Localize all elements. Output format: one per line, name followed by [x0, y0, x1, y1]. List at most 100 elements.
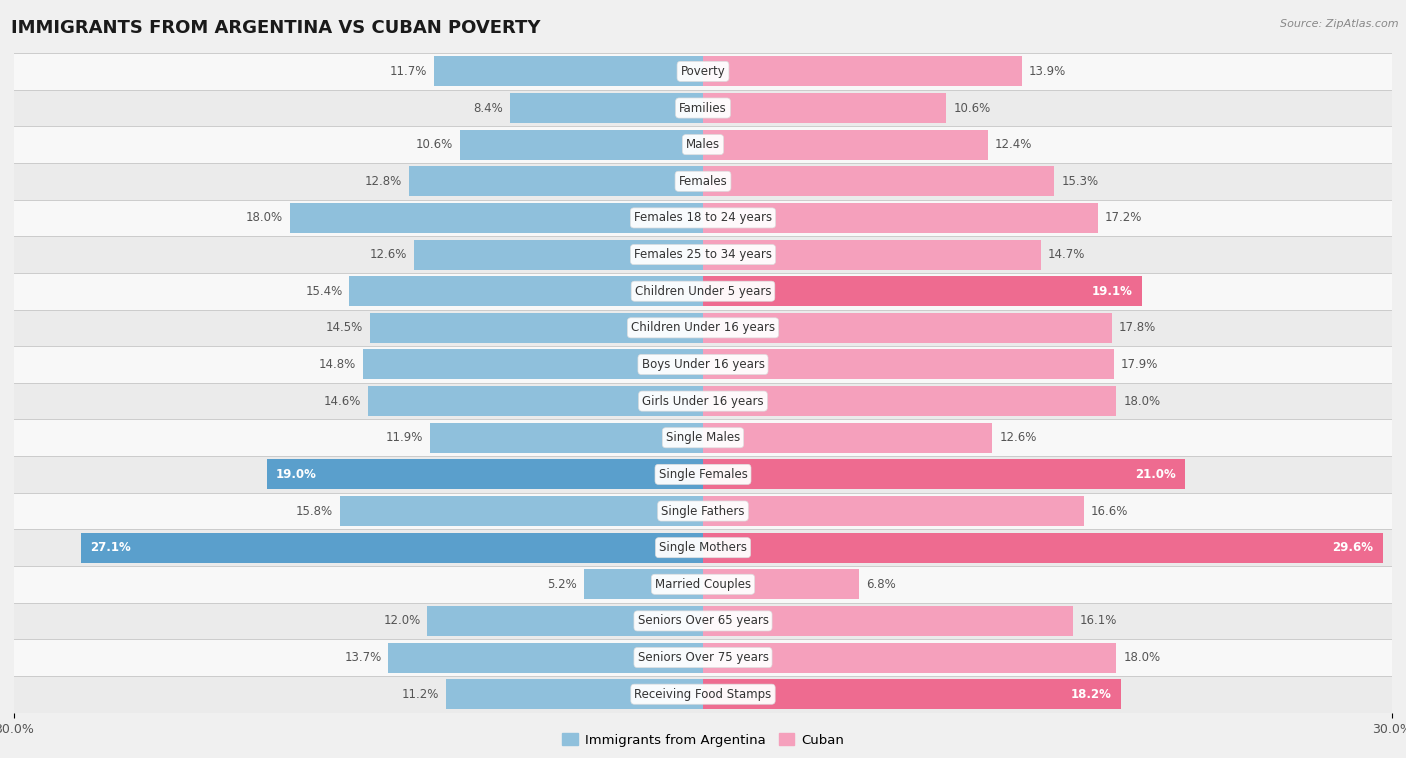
Text: 12.6%: 12.6% — [1000, 431, 1036, 444]
Text: 10.6%: 10.6% — [415, 138, 453, 151]
Text: IMMIGRANTS FROM ARGENTINA VS CUBAN POVERTY: IMMIGRANTS FROM ARGENTINA VS CUBAN POVER… — [11, 19, 541, 37]
Bar — [703, 643, 1116, 672]
Legend: Immigrants from Argentina, Cuban: Immigrants from Argentina, Cuban — [557, 728, 849, 752]
Text: 29.6%: 29.6% — [1333, 541, 1374, 554]
Bar — [14, 236, 1392, 273]
Text: 21.0%: 21.0% — [1135, 468, 1175, 481]
Bar — [703, 679, 1121, 709]
Text: Single Mothers: Single Mothers — [659, 541, 747, 554]
Bar — [703, 166, 1054, 196]
Bar — [703, 533, 1382, 562]
Bar — [14, 346, 1392, 383]
Bar — [703, 349, 1114, 380]
Text: Children Under 16 years: Children Under 16 years — [631, 321, 775, 334]
Bar — [14, 566, 1392, 603]
Text: 14.6%: 14.6% — [323, 395, 361, 408]
Bar — [14, 456, 1392, 493]
Text: 8.4%: 8.4% — [474, 102, 503, 114]
Bar — [703, 276, 1142, 306]
Bar — [703, 496, 1084, 526]
Text: Single Fathers: Single Fathers — [661, 505, 745, 518]
Bar — [267, 459, 703, 490]
Text: 18.2%: 18.2% — [1071, 688, 1112, 700]
Text: 18.0%: 18.0% — [246, 211, 283, 224]
Text: 18.0%: 18.0% — [1123, 651, 1160, 664]
Text: Source: ZipAtlas.com: Source: ZipAtlas.com — [1281, 19, 1399, 29]
Bar — [703, 93, 946, 123]
Bar — [703, 240, 1040, 270]
Text: Poverty: Poverty — [681, 65, 725, 78]
Bar — [14, 676, 1392, 713]
Bar — [349, 276, 703, 306]
Bar — [14, 53, 1392, 89]
Text: Females 18 to 24 years: Females 18 to 24 years — [634, 211, 772, 224]
Text: 19.1%: 19.1% — [1091, 285, 1132, 298]
Bar — [427, 606, 703, 636]
Bar — [510, 93, 703, 123]
Bar — [388, 643, 703, 672]
Text: 17.8%: 17.8% — [1119, 321, 1156, 334]
Bar — [14, 639, 1392, 676]
Text: 15.4%: 15.4% — [305, 285, 343, 298]
Text: 17.2%: 17.2% — [1105, 211, 1142, 224]
Text: Seniors Over 75 years: Seniors Over 75 years — [637, 651, 769, 664]
Text: 27.1%: 27.1% — [90, 541, 131, 554]
Bar — [14, 493, 1392, 529]
Text: Seniors Over 65 years: Seniors Over 65 years — [637, 615, 769, 628]
Text: 11.2%: 11.2% — [402, 688, 439, 700]
Bar — [14, 419, 1392, 456]
Bar — [363, 349, 703, 380]
Text: 15.8%: 15.8% — [297, 505, 333, 518]
Bar — [14, 529, 1392, 566]
Bar — [703, 203, 1098, 233]
Text: Females 25 to 34 years: Females 25 to 34 years — [634, 248, 772, 261]
Text: 16.1%: 16.1% — [1080, 615, 1116, 628]
Bar — [14, 199, 1392, 236]
Bar — [368, 386, 703, 416]
Text: Children Under 5 years: Children Under 5 years — [634, 285, 772, 298]
Bar — [413, 240, 703, 270]
Text: 17.9%: 17.9% — [1121, 358, 1159, 371]
Bar — [14, 163, 1392, 199]
Text: 18.0%: 18.0% — [1123, 395, 1160, 408]
Text: 6.8%: 6.8% — [866, 578, 896, 590]
Bar — [460, 130, 703, 160]
Text: 11.9%: 11.9% — [385, 431, 423, 444]
Text: 13.7%: 13.7% — [344, 651, 381, 664]
Text: Females: Females — [679, 175, 727, 188]
Text: 16.6%: 16.6% — [1091, 505, 1129, 518]
Text: 12.8%: 12.8% — [366, 175, 402, 188]
Bar — [583, 569, 703, 600]
Bar — [446, 679, 703, 709]
Text: 10.6%: 10.6% — [953, 102, 991, 114]
Text: Girls Under 16 years: Girls Under 16 years — [643, 395, 763, 408]
Bar — [14, 127, 1392, 163]
Bar — [340, 496, 703, 526]
Bar — [14, 309, 1392, 346]
Text: 14.7%: 14.7% — [1047, 248, 1085, 261]
Text: Receiving Food Stamps: Receiving Food Stamps — [634, 688, 772, 700]
Text: Boys Under 16 years: Boys Under 16 years — [641, 358, 765, 371]
Text: 14.8%: 14.8% — [319, 358, 356, 371]
Bar — [14, 603, 1392, 639]
Bar — [703, 130, 988, 160]
Text: 14.5%: 14.5% — [326, 321, 363, 334]
Bar — [703, 313, 1112, 343]
Text: 11.7%: 11.7% — [389, 65, 427, 78]
Text: Males: Males — [686, 138, 720, 151]
Bar — [409, 166, 703, 196]
Text: 12.6%: 12.6% — [370, 248, 406, 261]
Bar — [703, 569, 859, 600]
Bar — [290, 203, 703, 233]
Bar — [434, 56, 703, 86]
Text: 15.3%: 15.3% — [1062, 175, 1098, 188]
Bar — [14, 273, 1392, 309]
Text: Single Females: Single Females — [658, 468, 748, 481]
Text: 12.4%: 12.4% — [994, 138, 1032, 151]
Bar — [703, 423, 993, 453]
Text: 5.2%: 5.2% — [547, 578, 576, 590]
Bar — [14, 89, 1392, 127]
Bar — [370, 313, 703, 343]
Text: Families: Families — [679, 102, 727, 114]
Bar — [703, 386, 1116, 416]
